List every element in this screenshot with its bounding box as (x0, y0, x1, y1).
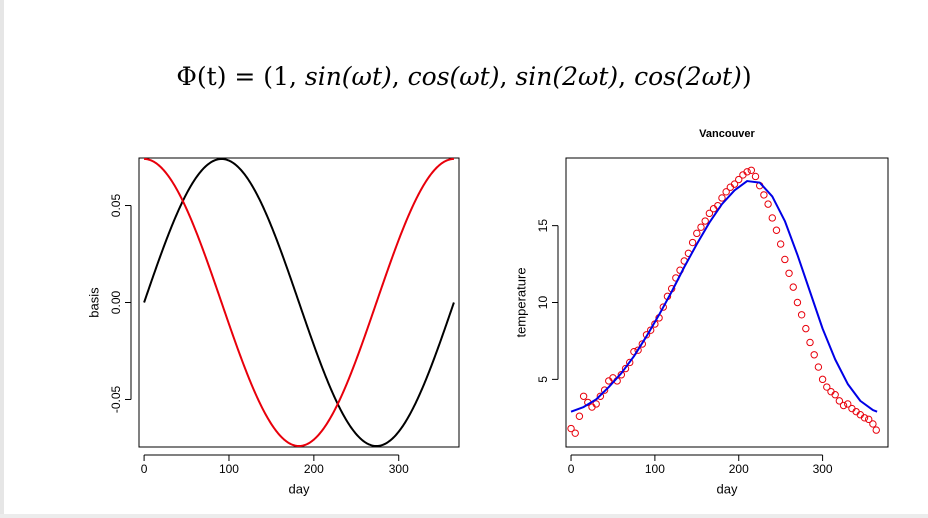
chart2-data-point (781, 255, 789, 264)
chart2-data-point (567, 424, 575, 433)
chart2-data-point (638, 340, 647, 348)
chart2-data-point (579, 392, 588, 400)
chart2-data-point (705, 209, 714, 218)
chart2-data-point (814, 363, 823, 371)
chart2-data-point (722, 188, 730, 196)
chart2-data-point (735, 175, 743, 184)
chart2-data-point (789, 283, 797, 291)
chart2-data-point (626, 358, 634, 367)
chart1-x-tick-label: 100 (219, 462, 239, 476)
chart2-data-point (823, 383, 831, 391)
chart2-data-point (869, 420, 877, 428)
chart2-data-point (571, 429, 579, 437)
chart2-data-point (718, 194, 726, 202)
chart2-data-point (693, 229, 701, 238)
window-bottom-edge (0, 514, 928, 518)
chart2-data-point (865, 415, 873, 424)
chart2-data-point (860, 414, 869, 422)
chart2-data-point (793, 298, 802, 307)
chart1-x-tick-label: 0 (141, 462, 148, 476)
chart2-data-point (831, 391, 839, 399)
window-left-edge (0, 0, 4, 518)
formula-lhs: Φ(t) = (1, (176, 62, 305, 91)
formula-term-sin: sin(ωt) (304, 62, 392, 91)
chart2-data-point (575, 412, 584, 420)
chart2-data-point (797, 311, 806, 319)
chart2-data-point (764, 200, 772, 208)
chart2-title: Vancouver (699, 128, 755, 140)
formula-sep-2: , (499, 62, 516, 91)
chart2-x-axis-title: day (717, 481, 738, 496)
chart2-plot-frame (565, 157, 889, 448)
chart2-y-axis-title: temperature (513, 267, 528, 337)
formula-term-sin2: sin(2ωt) (515, 62, 619, 91)
chart1-series-line-2 (144, 157, 454, 448)
chart2-data-point (810, 351, 818, 359)
chart1-y-tick-label: 0.00 (109, 290, 123, 314)
chart2-data-point (835, 397, 844, 405)
chart2-data-point (697, 223, 705, 231)
chart2-data-point (818, 375, 827, 384)
chart1-series-line-1 (143, 157, 455, 448)
chart2-data-point (760, 191, 768, 199)
chart1-x-tick-label: 200 (304, 462, 324, 476)
chart2-data-point (872, 426, 880, 434)
chart1-x-tick-label: 300 (389, 462, 409, 476)
chart2-data-point (596, 392, 605, 400)
formula-rhs: ) (741, 62, 752, 91)
basis-formula: Φ(t) = (1, sin(ωt), cos(ωt), sin(2ωt), c… (0, 62, 928, 91)
chart2-y-tick-label: 10 (536, 296, 550, 310)
chart1-x-axis-title: day (289, 481, 310, 496)
chart1-y-tick-label: 0.05 (109, 194, 123, 218)
chart2-data-point (646, 326, 655, 334)
chart2-data-point (776, 240, 785, 248)
formula-term-cos2: cos(2ωt) (634, 62, 742, 91)
chart2-data-point (634, 346, 642, 354)
chart2-x-tick-label: 0 (568, 462, 575, 476)
chart2-data-point (621, 364, 630, 373)
chart2-data-point (806, 338, 814, 347)
chart2-y-tick-label: 5 (536, 376, 550, 383)
chart2-x-tick-label: 200 (729, 462, 749, 476)
chart2-data-point (659, 303, 667, 311)
chart2-data-point (600, 386, 609, 394)
chart2-data-point (768, 214, 776, 222)
chart2-x-tick-label: 100 (645, 462, 665, 476)
chart2-data-point (701, 217, 709, 225)
chart2-x-tick-label: 300 (813, 462, 833, 476)
chart1-y-axis-title: basis (86, 287, 101, 318)
chart2-data-point (844, 400, 852, 408)
chart2-data-point (592, 400, 600, 408)
chart2-data-point (747, 166, 756, 174)
chart2-data-point (802, 324, 810, 333)
formula-sep-3: , (618, 62, 635, 91)
chart2-fit-line (570, 180, 878, 413)
chart2-data-point (688, 238, 697, 247)
chart1-y-tick-label: -0.05 (109, 385, 123, 413)
formula-term-cos: cos(ωt) (407, 62, 500, 91)
formula-sep-1: , (391, 62, 408, 91)
chart2-data-point (743, 168, 751, 176)
chart2-data-point (751, 172, 760, 181)
chart2-data-point (839, 401, 848, 410)
chart2-data-point (730, 180, 739, 188)
chart2-data-point (772, 226, 781, 234)
chart2-y-tick-label: 15 (536, 219, 550, 233)
chart2-data-point (785, 269, 793, 277)
